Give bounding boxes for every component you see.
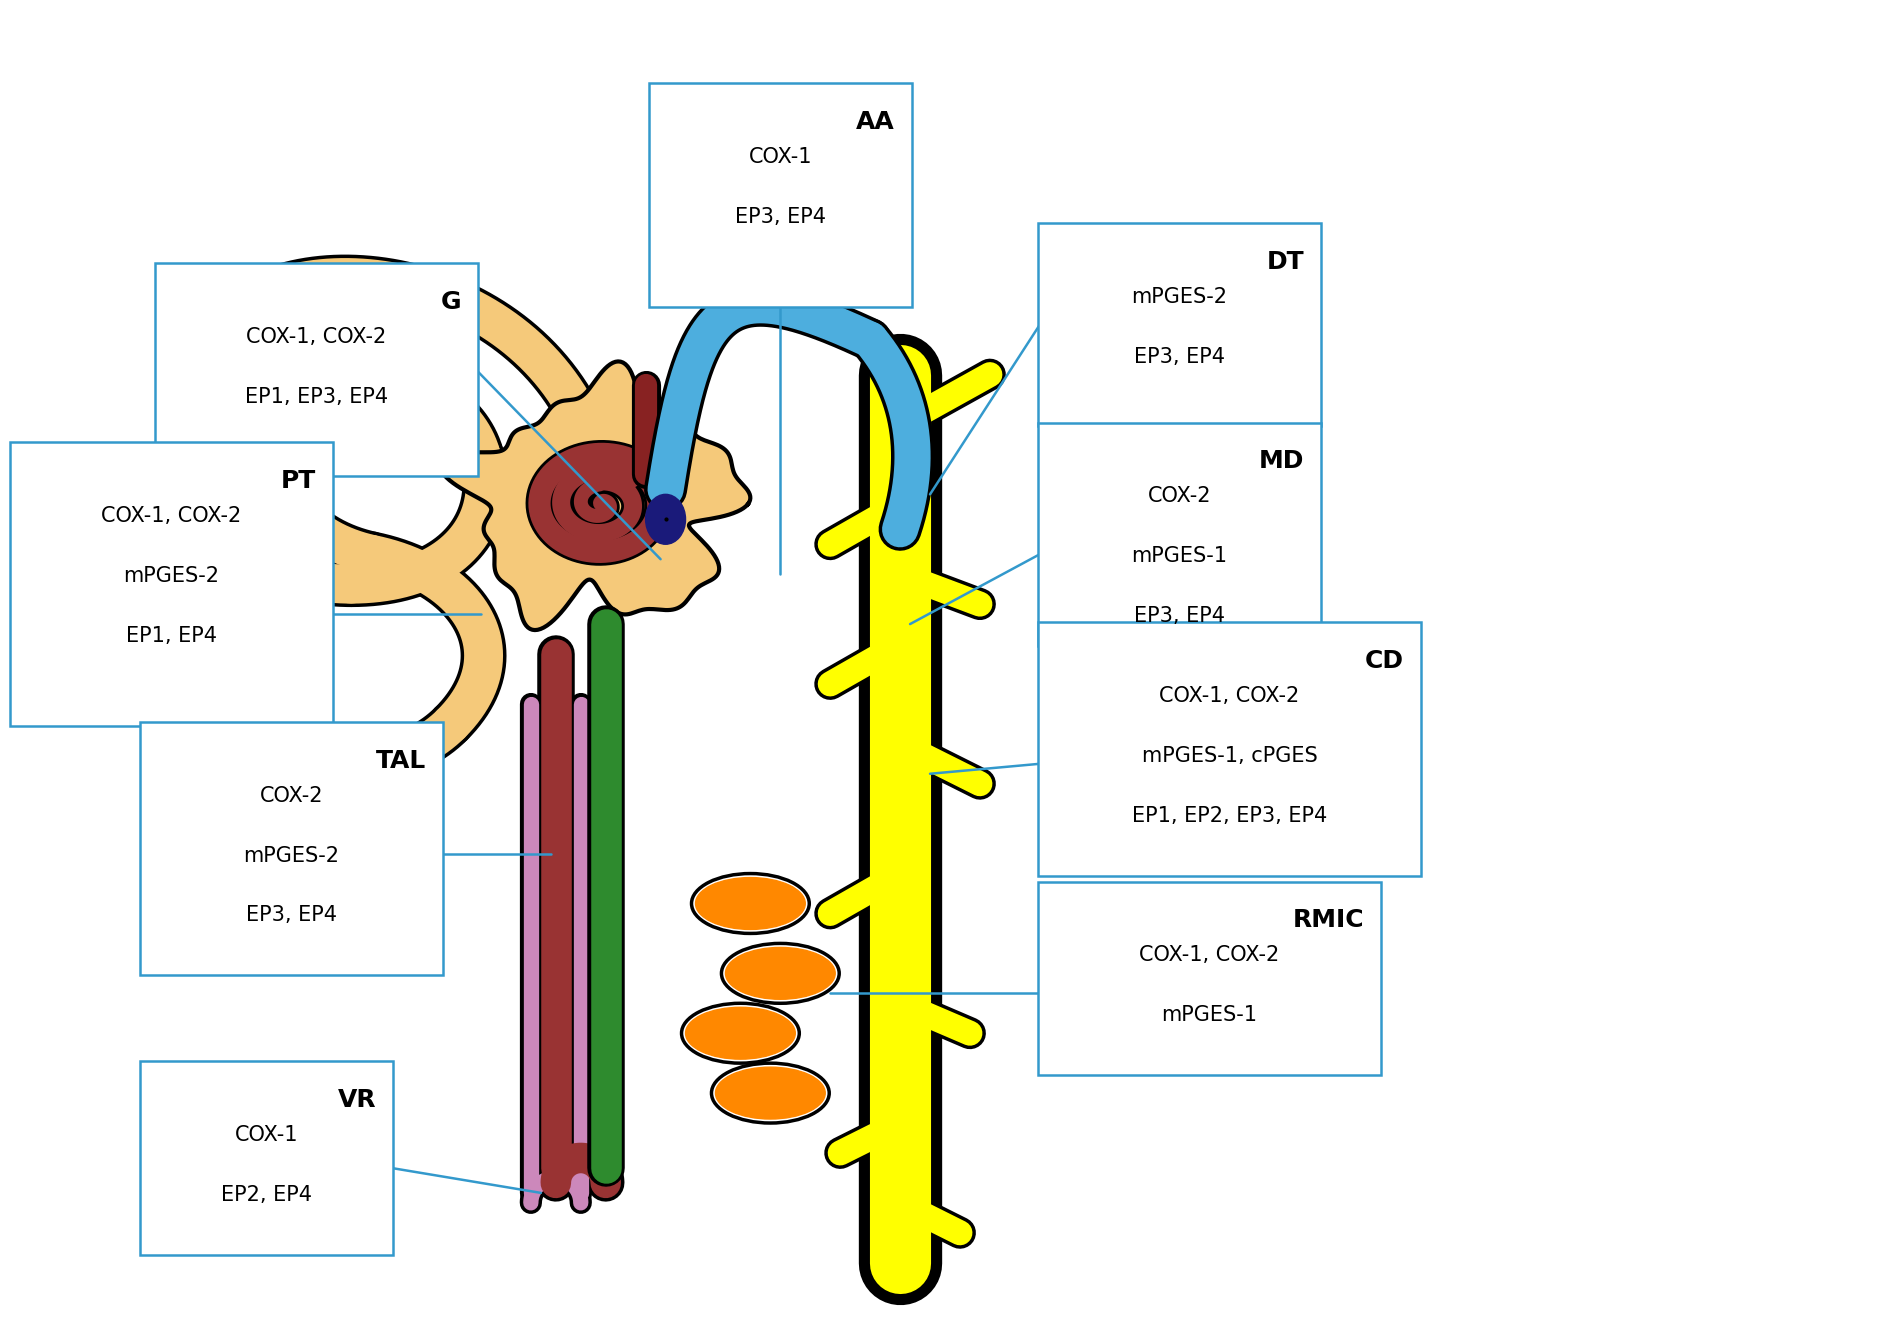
Text: G: G xyxy=(441,290,462,314)
FancyBboxPatch shape xyxy=(139,722,443,976)
Text: mPGES-2: mPGES-2 xyxy=(244,846,340,866)
Text: TAL: TAL xyxy=(375,749,426,773)
Text: EP1, EP2, EP3, EP4: EP1, EP2, EP3, EP4 xyxy=(1132,806,1327,826)
Ellipse shape xyxy=(725,948,835,1000)
Text: RMIC: RMIC xyxy=(1293,908,1365,932)
Text: COX-2: COX-2 xyxy=(1147,486,1211,506)
FancyBboxPatch shape xyxy=(139,1061,392,1255)
Text: COX-1, COX-2: COX-1, COX-2 xyxy=(1160,686,1299,706)
FancyBboxPatch shape xyxy=(154,263,479,477)
Text: mPGES-1: mPGES-1 xyxy=(1162,1005,1258,1025)
Text: EP1, EP4: EP1, EP4 xyxy=(126,626,218,646)
Text: AA: AA xyxy=(856,110,895,134)
Text: DT: DT xyxy=(1267,250,1305,274)
Text: CD: CD xyxy=(1365,649,1404,673)
Text: COX-1: COX-1 xyxy=(235,1125,298,1145)
Text: COX-1: COX-1 xyxy=(749,147,813,167)
Text: EP2, EP4: EP2, EP4 xyxy=(221,1185,312,1205)
Text: MD: MD xyxy=(1259,449,1305,474)
Ellipse shape xyxy=(715,1067,826,1119)
FancyBboxPatch shape xyxy=(1038,882,1381,1075)
FancyBboxPatch shape xyxy=(1038,222,1321,426)
Ellipse shape xyxy=(685,1008,796,1059)
Text: COX-1, COX-2: COX-1, COX-2 xyxy=(246,327,387,347)
FancyBboxPatch shape xyxy=(9,442,334,726)
Polygon shape xyxy=(439,361,751,630)
Text: EP3, EP4: EP3, EP4 xyxy=(1134,347,1226,367)
Text: VR: VR xyxy=(338,1088,375,1112)
Text: EP1, EP3, EP4: EP1, EP3, EP4 xyxy=(244,387,389,406)
Text: EP3, EP4: EP3, EP4 xyxy=(246,906,336,925)
FancyBboxPatch shape xyxy=(649,83,912,307)
Text: COX-1, COX-2: COX-1, COX-2 xyxy=(1139,945,1280,965)
Text: mPGES-2: mPGES-2 xyxy=(1132,287,1228,307)
Text: COX-1, COX-2: COX-1, COX-2 xyxy=(101,506,242,527)
Text: mPGES-2: mPGES-2 xyxy=(124,567,220,587)
Text: EP3, EP4: EP3, EP4 xyxy=(734,207,826,226)
Ellipse shape xyxy=(696,878,805,929)
Text: EP3, EP4: EP3, EP4 xyxy=(1134,606,1226,626)
Text: mPGES-1, cPGES: mPGES-1, cPGES xyxy=(1141,745,1318,765)
Text: COX-2: COX-2 xyxy=(259,785,323,806)
FancyBboxPatch shape xyxy=(1038,622,1421,875)
Text: PT: PT xyxy=(282,470,317,494)
FancyBboxPatch shape xyxy=(1038,422,1321,646)
Ellipse shape xyxy=(646,494,685,544)
Text: mPGES-1: mPGES-1 xyxy=(1132,547,1228,567)
